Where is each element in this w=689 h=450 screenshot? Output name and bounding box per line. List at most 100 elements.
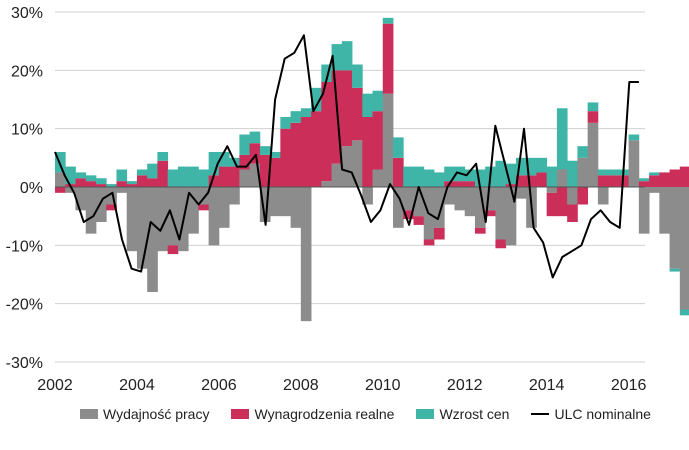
bar-productivity-51 <box>577 157 589 187</box>
bar-real-wages-43 <box>495 239 507 249</box>
legend-label-productivity: Wydajność pracy <box>103 406 210 422</box>
bar-productivity-7 <box>126 187 138 252</box>
x-tick-label-4: 2010 <box>365 377 401 394</box>
bar-real-wages-26 <box>321 82 332 182</box>
bar-productivity-53 <box>597 187 609 205</box>
bar-real-wages-7 <box>126 184 138 187</box>
bar-price-growth-40 <box>464 169 476 182</box>
x-tick-label-0: 2002 <box>37 377 73 394</box>
bar-real-wages-21 <box>270 157 281 187</box>
bar-real-wages-33 <box>393 157 404 187</box>
bar-price-growth-37 <box>433 172 445 187</box>
bar-real-wages-48 <box>546 192 558 217</box>
bar-real-wages-28 <box>341 70 353 147</box>
bar-real-wages-31 <box>372 111 384 170</box>
bar-real-wages-37 <box>433 227 445 240</box>
bar-price-growth-14 <box>198 169 210 187</box>
bar-productivity-48 <box>546 187 558 193</box>
bar-real-wages-59 <box>659 172 670 187</box>
x-tick-label-6: 2014 <box>529 377 565 394</box>
stacked-bars <box>55 17 689 322</box>
bar-productivity-34 <box>403 187 414 211</box>
bar-price-growth-19 <box>249 131 261 144</box>
bar-price-growth-16 <box>218 152 230 167</box>
ulc-line-path <box>54 34 639 279</box>
bar-productivity-41 <box>474 187 486 228</box>
bar-real-wages-54 <box>608 175 619 187</box>
legend-swatch-ulc <box>531 413 550 415</box>
legend-item-productivity: Wydajność pracy <box>80 406 209 422</box>
bar-real-wages-23 <box>290 122 302 187</box>
bar-real-wages-9 <box>147 178 158 187</box>
bar-productivity-61 <box>679 187 689 310</box>
bar-price-growth-3 <box>85 175 97 182</box>
bar-real-wages-35 <box>413 216 425 225</box>
y-tick-label-6: 30% <box>11 5 43 22</box>
bar-productivity-57 <box>638 187 650 234</box>
bar-price-growth-51 <box>577 146 589 158</box>
ulc-line <box>54 34 639 279</box>
bar-productivity-11 <box>167 187 179 246</box>
bar-productivity-31 <box>372 169 384 187</box>
bar-productivity-27 <box>331 163 343 187</box>
bar-productivity-50 <box>567 187 578 205</box>
bar-real-wages-53 <box>597 175 609 187</box>
bar-productivity-52 <box>587 122 599 187</box>
bar-real-wages-17 <box>229 166 240 187</box>
bar-real-wages-61 <box>679 166 689 187</box>
y-tick-labels: -30% -20% -10% 0% 10% 20% 30% <box>6 5 43 372</box>
bar-real-wages-8 <box>136 175 148 187</box>
bar-real-wages-52 <box>587 111 599 123</box>
bar-price-growth-10 <box>157 152 169 161</box>
bar-productivity-10 <box>157 187 169 252</box>
bar-price-growth-20 <box>259 146 271 155</box>
bar-price-growth-56 <box>628 134 640 141</box>
bar-real-wages-18 <box>239 154 251 170</box>
bar-productivity-1 <box>65 187 76 193</box>
bar-productivity-37 <box>433 187 445 228</box>
bar-productivity-21 <box>270 187 281 217</box>
bar-price-growth-12 <box>177 166 189 187</box>
bar-productivity-60 <box>669 187 681 269</box>
bar-price-growth-30 <box>362 93 373 117</box>
legend-label-real-wages: Wynagrodzenia realne <box>254 406 395 422</box>
bar-productivity-13 <box>188 187 199 234</box>
x-tick-label-5: 2012 <box>447 377 483 394</box>
bar-productivity-30 <box>362 187 373 205</box>
bar-real-wages-60 <box>669 169 681 187</box>
bar-price-growth-43 <box>495 160 507 187</box>
x-tick-label-3: 2008 <box>283 377 319 394</box>
bar-productivity-24 <box>300 187 312 322</box>
bar-price-growth-52 <box>587 102 599 112</box>
bar-real-wages-40 <box>464 181 476 187</box>
bar-real-wages-57 <box>638 181 650 187</box>
bar-productivity-2 <box>75 187 87 211</box>
bar-real-wages-29 <box>352 87 363 141</box>
bar-productivity-59 <box>659 187 670 234</box>
bar-productivity-3 <box>85 187 97 234</box>
bar-productivity-16 <box>218 187 230 228</box>
bar-price-growth-35 <box>413 166 425 187</box>
bar-real-wages-50 <box>567 204 578 222</box>
bar-productivity-26 <box>321 181 332 187</box>
bar-price-growth-44 <box>505 163 517 185</box>
bar-price-growth-26 <box>321 64 332 82</box>
bar-productivity-9 <box>147 187 158 292</box>
bar-productivity-56 <box>628 140 640 187</box>
y-tick-label-4: 10% <box>11 122 43 139</box>
bar-productivity-22 <box>280 187 291 217</box>
y-tick-label-3: 0% <box>20 180 43 197</box>
bar-real-wages-20 <box>259 154 271 187</box>
bar-real-wages-32 <box>382 23 394 94</box>
bar-price-growth-2 <box>75 172 87 179</box>
bar-real-wages-51 <box>577 187 589 205</box>
bar-productivity-42 <box>485 187 496 211</box>
bar-productivity-49 <box>556 169 568 187</box>
bar-price-growth-47 <box>536 157 548 173</box>
bar-productivity-20 <box>259 187 271 222</box>
bar-productivity-38 <box>444 187 455 205</box>
legend-swatch-price-growth <box>416 409 435 419</box>
bar-price-growth-49 <box>556 108 568 170</box>
bar-price-growth-32 <box>382 17 394 24</box>
legend-item-price-growth: Wzrost cen <box>416 406 509 422</box>
